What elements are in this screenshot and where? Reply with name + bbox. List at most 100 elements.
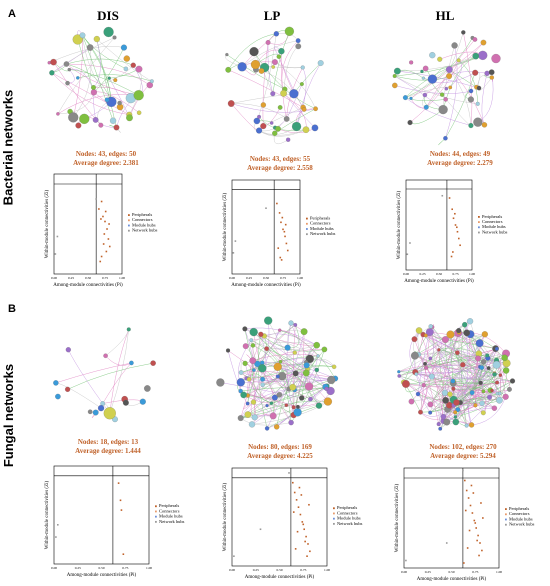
network-edge	[425, 333, 485, 368]
x-tick-label: 0.25	[75, 566, 81, 570]
network-edge	[411, 382, 498, 402]
network-node	[409, 60, 414, 65]
network-node	[502, 367, 510, 374]
data-point	[303, 528, 305, 531]
network-node	[501, 354, 508, 362]
x-tick-label: 1.00	[297, 276, 303, 280]
network-node	[289, 89, 299, 99]
data-point	[409, 242, 411, 244]
network-node	[481, 122, 488, 128]
network-node	[53, 380, 59, 386]
zipi-plot-hl-fungi: 0.00 0.25 0.50 0.75 1.00 Among-module connect…	[395, 467, 535, 582]
network-node	[448, 85, 453, 90]
network-node	[492, 372, 497, 377]
network-edge	[446, 407, 495, 423]
network-node	[316, 354, 320, 358]
network-edge	[93, 65, 134, 88]
network-node	[427, 74, 438, 84]
network-edge	[231, 103, 260, 131]
network-edge	[463, 32, 473, 126]
network-edge	[409, 60, 459, 123]
y-axis-label: Within-module connectivities (Zi)	[223, 482, 228, 551]
data-point	[283, 230, 286, 233]
x-tick-label: 0.00	[51, 566, 57, 570]
network-node	[303, 362, 310, 369]
data-point	[473, 519, 476, 522]
legend-label: Module hubs	[482, 224, 506, 229]
data-point	[451, 208, 453, 211]
network-node	[467, 96, 474, 103]
network-nodes	[397, 318, 516, 431]
legend-marker	[478, 226, 480, 229]
data-point	[405, 559, 407, 562]
network-node	[302, 369, 310, 377]
network-node	[437, 56, 443, 62]
network-node	[92, 117, 99, 123]
network-edge	[425, 335, 481, 368]
network-edge	[274, 61, 316, 109]
network-node	[242, 360, 248, 366]
y-axis-label: Within-module connectivities (Zi)	[397, 190, 402, 259]
network-node	[257, 114, 261, 119]
network-node	[473, 403, 478, 408]
data-point	[475, 527, 477, 529]
network-edge	[105, 355, 132, 366]
network-edge	[468, 334, 483, 404]
network-node	[72, 34, 83, 45]
data-point	[277, 247, 280, 249]
network-node	[446, 73, 453, 80]
network-node	[486, 366, 491, 371]
network-node	[291, 405, 296, 410]
network-node	[250, 343, 256, 348]
network-edge	[93, 38, 101, 88]
network-edge	[253, 320, 270, 371]
data-point	[476, 539, 478, 542]
network-edge	[67, 362, 154, 390]
network-node	[112, 35, 117, 40]
network-node	[485, 353, 490, 358]
network-node	[269, 121, 274, 125]
network-node	[63, 61, 70, 67]
network-node	[326, 386, 335, 396]
legend-label: Network hubs	[310, 231, 336, 236]
network-node	[273, 362, 282, 371]
data-point	[472, 492, 475, 494]
network-edge	[51, 72, 130, 115]
network-node	[407, 120, 413, 126]
data-point	[285, 242, 288, 245]
legend-marker	[505, 518, 507, 521]
network-edge	[240, 417, 292, 426]
network-node	[502, 393, 509, 400]
network-edge	[290, 322, 327, 389]
data-point	[284, 235, 286, 238]
x-tick-label: 0.50	[276, 568, 282, 572]
x-axis-label: Among-module connectivities (Pi)	[245, 575, 315, 580]
network-edge	[410, 55, 476, 99]
network-edge	[405, 37, 473, 98]
x-tick-label: 0.50	[85, 276, 91, 280]
x-axis-label: Among-module connectivities (Pi)	[67, 573, 137, 578]
nodes-edges-text: Nodes: 80, edges: 169	[248, 443, 312, 451]
network-node	[250, 59, 261, 70]
legend-marker	[306, 222, 308, 225]
network-node	[225, 52, 229, 57]
network-node	[270, 91, 276, 97]
legend-marker	[478, 221, 480, 223]
legend-marker	[155, 510, 157, 513]
network-node	[104, 97, 110, 103]
network-edge	[262, 362, 336, 379]
data-point	[95, 198, 97, 200]
data-point	[300, 494, 303, 496]
network-node	[79, 113, 90, 124]
data-point	[306, 555, 308, 557]
network-node	[427, 401, 434, 408]
network-node	[113, 78, 118, 83]
data-point	[103, 233, 106, 235]
x-tick-label: 1.00	[469, 272, 475, 276]
legend-marker	[128, 219, 130, 222]
network-edge	[51, 72, 130, 115]
network-node	[107, 76, 111, 80]
legend-label: Connectors	[132, 217, 153, 222]
x-tick-label: 0.75	[472, 570, 478, 574]
network-node	[422, 92, 428, 98]
